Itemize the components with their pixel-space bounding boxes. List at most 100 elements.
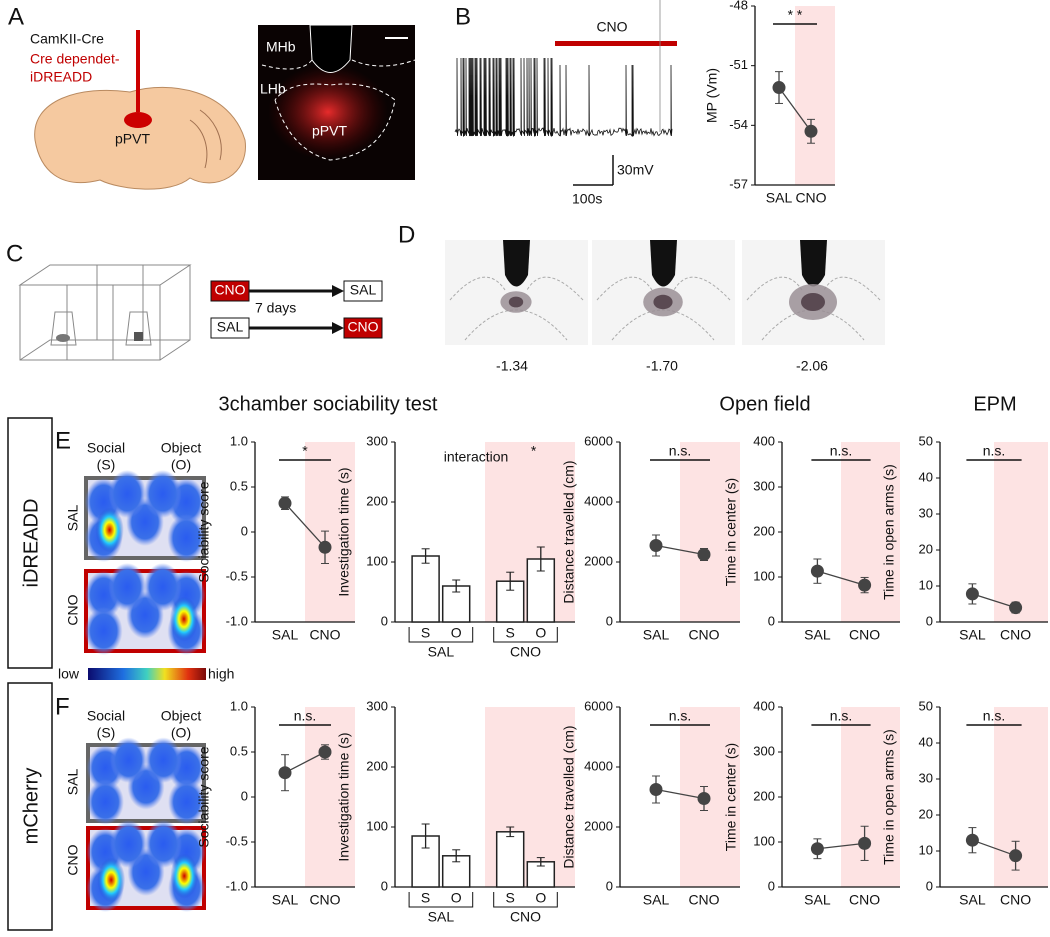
label: 100s [572,191,602,207]
treatment-shading [841,442,900,622]
x-tick-label: SAL [959,892,986,908]
x-tick-label: CNO [1000,892,1031,908]
bar [526,861,556,888]
x-tick-label: CNO [795,190,826,206]
row-box [7,417,53,669]
heatmap-hotspot [97,857,126,903]
treatment-shading [994,707,1048,887]
label: CNO [347,319,378,335]
label: SAL [217,319,244,335]
label: iDREADD [30,69,92,85]
connector [655,544,705,556]
y-tick-label: 0 [606,878,613,893]
y-tick-label: 4000 [584,758,613,773]
y-tick-label: 6000 [584,698,613,713]
trace-line [454,57,673,138]
row-label: iDREADD [20,499,42,588]
connector [817,570,865,586]
y-tick-label: 0 [768,878,775,893]
group-label: CNO [510,909,541,925]
y-tick-label: 0 [241,788,248,803]
y-tick-label: 100 [753,568,775,583]
colorbar-label: high [208,666,234,682]
significance-label: n.s. [983,708,1006,724]
y-tick-label: -0.5 [226,833,248,848]
y-tick-label: 0 [241,523,248,538]
heatmap-hotspot [169,596,199,642]
lesion-core [653,294,673,310]
y-tick-label: 6000 [584,433,613,448]
connector [817,842,865,850]
mean-point [1009,601,1023,615]
three-chamber-apparatus [18,264,192,361]
section-title: EPM [973,393,1016,415]
treatment-shading [994,442,1048,622]
heatmap-blob [143,470,182,518]
y-axis-label: Investigation time (s) [336,732,352,861]
y-tick-label: 0.5 [230,743,248,758]
label: pPVT [115,131,150,147]
region-outline [261,59,416,161]
label: SAL [350,282,377,298]
section-title: Open field [719,393,810,415]
x-tick-label: SAL [766,190,793,206]
y-tick-label: 400 [753,433,775,448]
y-tick-label: -51 [729,57,748,72]
connector [655,788,705,800]
label: Cre dependet- [30,51,120,67]
heatmap-blob [144,737,182,783]
x-tick-label: O [451,625,462,641]
section-title: 3chamber sociability test [219,393,438,415]
significance-label: n.s. [294,708,317,724]
lesion-core [801,293,825,311]
mean-point [278,496,292,510]
label: CamKII-Cre [30,31,104,47]
mean-point [965,587,979,601]
y-tick-label: 10 [919,577,933,592]
y-tick-label: 0 [381,613,388,628]
group-bracket [493,627,558,643]
heatmap-hotspot [170,853,199,899]
x-tick-label: S [421,625,430,641]
treatment-shading [680,442,740,622]
heatmap-blob [108,563,147,611]
y-axis-label: Time in center (s) [723,478,739,586]
mean-point [697,792,711,805]
connector [972,593,1016,609]
histology-signal [268,64,388,160]
mean-point [810,564,824,578]
group-bracket [408,892,474,908]
x-tick-label: SAL [643,892,670,908]
bar [411,555,440,623]
x-tick-label: O [535,890,546,906]
significance-label: n.s. [830,443,853,459]
heatmap-hotspot [95,507,124,553]
x-tick-label: SAL [272,627,299,643]
y-tick-label: 100 [366,553,388,568]
x-tick-label: SAL [272,892,299,908]
y-tick-label: 200 [753,788,775,803]
ventricle [650,240,677,287]
coordinate-label: -2.06 [796,358,828,374]
row-box [7,682,53,931]
y-tick-label: 1.0 [230,433,248,448]
mean-point [804,124,818,138]
membrane-trace [454,0,673,138]
panel-letter: E [55,427,71,454]
condition-box [343,317,383,339]
brain-illustration [34,86,246,190]
significance-label: * [302,443,308,459]
y-tick-label: 200 [366,493,388,508]
y-tick-label: 0 [926,878,933,893]
y-tick-label: 40 [919,734,933,749]
heatmap-label: (O) [171,457,191,473]
heatmap-label: SAL [65,505,81,532]
mouse [56,334,70,342]
bar [441,585,471,623]
group-bracket [493,892,558,908]
heatmap-blob [108,470,147,518]
heatmap-label: CNO [65,844,81,875]
mean-point [772,81,786,95]
y-tick-label: 10 [919,842,933,857]
x-tick-label: SAL [959,627,986,643]
